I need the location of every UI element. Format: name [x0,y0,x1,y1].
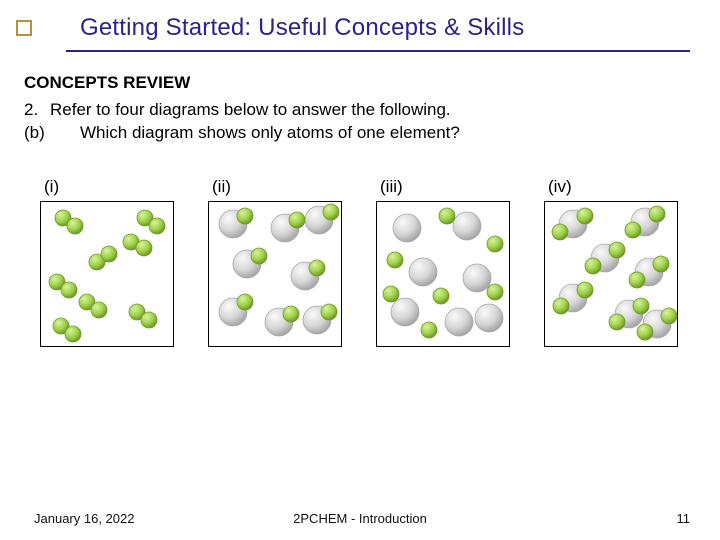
diagrams-row: (i) [0,145,720,347]
diagram: (i) [40,177,174,347]
diagram-box [208,201,342,347]
diagram-box [40,201,174,347]
bullet-square-icon [16,20,32,36]
title-row: Getting Started: Useful Concepts & Skill… [0,0,720,48]
diagram-label: (iv) [544,177,678,197]
subquestion-label: (b) [52,122,80,145]
question-number: 2. [24,99,50,122]
diagram-box [376,201,510,347]
question-text: Refer to four diagrams below to answer t… [50,100,451,119]
diagram-box [544,201,678,347]
footer: January 16, 2022 2PCHEM - Introduction 1… [0,511,720,526]
footer-course: 2PCHEM - Introduction [0,511,720,526]
diagram-label: (iii) [376,177,510,197]
diagram-label: (i) [40,177,174,197]
body-content: CONCEPTS REVIEW 2.Refer to four diagrams… [0,52,720,145]
atoms-svg [545,202,679,348]
diagram-label: (ii) [208,177,342,197]
question-line: 2.Refer to four diagrams below to answer… [24,99,692,122]
diagram: (iii) [376,177,510,347]
atoms-svg [377,202,511,348]
atoms-svg [41,202,175,348]
section-heading: CONCEPTS REVIEW [24,72,692,95]
diagram: (iv) [544,177,678,347]
subquestion-line: (b)Which diagram shows only atoms of one… [24,122,692,145]
atoms-svg [209,202,343,348]
title-indent [38,28,80,29]
slide-title: Getting Started: Useful Concepts & Skill… [80,14,524,42]
subquestion-text: Which diagram shows only atoms of one el… [80,123,460,142]
diagram: (ii) [208,177,342,347]
